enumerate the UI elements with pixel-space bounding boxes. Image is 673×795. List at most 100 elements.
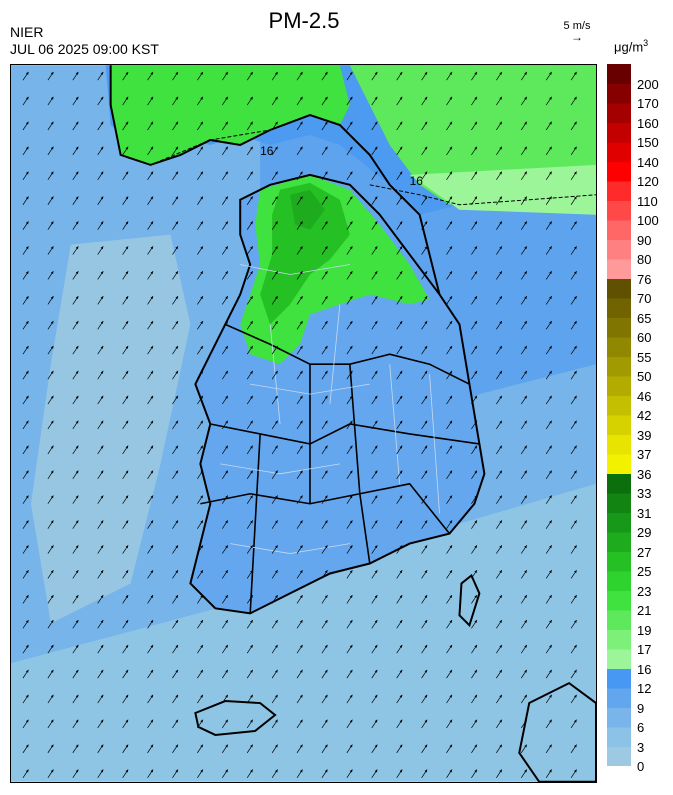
- wind-arrowhead-icon: [374, 769, 378, 773]
- wind-arrowhead-icon: [474, 271, 477, 275]
- wind-arrowhead-icon: [324, 345, 328, 349]
- wind-arrowhead-icon: [25, 196, 29, 200]
- wind-arrowhead-icon: [175, 345, 178, 349]
- wind-arrowhead-icon: [399, 644, 403, 648]
- wind-arrowhead-icon: [25, 420, 29, 424]
- wind-arrowhead-icon: [125, 71, 129, 75]
- wind-arrowhead-icon: [474, 395, 477, 399]
- wind-arrowhead-icon: [275, 146, 278, 150]
- wind-arrowhead-icon: [225, 196, 228, 200]
- wind-arrowhead-icon: [225, 171, 228, 175]
- wind-arrowhead-icon: [449, 246, 453, 250]
- legend-label: 29: [637, 525, 652, 540]
- legend-swatch: [607, 298, 631, 318]
- wind-arrowhead-icon: [200, 769, 203, 773]
- wind-arrowhead-icon: [225, 221, 228, 225]
- wind-arrowhead-icon: [100, 71, 104, 75]
- wind-arrowhead-icon: [100, 96, 104, 100]
- wind-arrowhead-icon: [150, 171, 154, 175]
- wind-arrowhead-icon: [324, 669, 328, 673]
- wind-arrowhead-icon: [150, 470, 154, 474]
- wind-arrowhead-icon: [250, 420, 253, 424]
- legend-swatch: [607, 278, 631, 299]
- legend-label: 90: [637, 232, 652, 248]
- wind-arrowhead-icon: [474, 644, 477, 648]
- wind-arrowhead-icon: [225, 769, 228, 773]
- wind-arrowhead-icon: [299, 171, 303, 175]
- wind-arrowhead-icon: [299, 669, 303, 673]
- wind-arrowhead-icon: [399, 71, 403, 75]
- wind-arrowhead-icon: [25, 495, 29, 499]
- wind-arrowhead-icon: [574, 495, 577, 499]
- wind-arrowhead-icon: [125, 520, 129, 524]
- legend-label: 31: [637, 505, 652, 521]
- legend-label: 46: [637, 388, 652, 404]
- wind-arrowhead-icon: [175, 271, 178, 275]
- wind-arrowhead-icon: [75, 744, 79, 748]
- wind-arrowhead-icon: [75, 620, 79, 623]
- legend-label: 65: [637, 310, 652, 326]
- wind-arrowhead-icon: [399, 271, 403, 275]
- wind-arrowhead-icon: [349, 545, 353, 549]
- wind-arrowhead-icon: [200, 669, 203, 673]
- wind-arrowhead-icon: [175, 495, 178, 499]
- wind-arrowhead-icon: [299, 71, 303, 75]
- wind-arrowhead-icon: [175, 520, 178, 524]
- legend-label: 120: [637, 174, 659, 189]
- legend-label: 80: [637, 252, 652, 267]
- wind-arrowhead-icon: [349, 121, 353, 125]
- wind-arrowhead-icon: [449, 694, 453, 698]
- wind-arrowhead-icon: [100, 644, 104, 648]
- wind-arrowhead-icon: [25, 769, 29, 773]
- wind-arrowhead-icon: [100, 470, 104, 474]
- wind-arrowhead-icon: [499, 420, 502, 424]
- wind-arrowhead-icon: [75, 221, 79, 225]
- wind-arrowhead-icon: [175, 146, 178, 150]
- wind-arrowhead-icon: [324, 595, 328, 599]
- wind-arrowhead-icon: [324, 96, 328, 100]
- legend-swatch: [607, 590, 631, 611]
- wind-arrowhead-icon: [100, 171, 104, 175]
- wind-arrowhead-icon: [299, 196, 303, 200]
- wind-arrowhead-icon: [25, 595, 29, 599]
- wind-arrowhead-icon: [250, 744, 253, 748]
- wind-arrowhead-icon: [499, 520, 502, 524]
- wind-arrowhead-icon: [349, 669, 353, 673]
- wind-arrowhead-icon: [150, 669, 154, 673]
- wind-arrowhead-icon: [549, 520, 552, 524]
- wind-arrowhead-icon: [449, 445, 453, 449]
- wind-arrowhead-icon: [150, 296, 154, 300]
- wind-arrowhead-icon: [374, 296, 378, 300]
- wind-arrowhead-icon: [299, 495, 303, 499]
- legend-swatch: [607, 668, 631, 689]
- wind-arrowhead-icon: [549, 121, 552, 125]
- wind-arrowhead-icon: [549, 744, 552, 748]
- wind-arrowhead-icon: [200, 545, 203, 549]
- wind-arrowhead-icon: [324, 395, 328, 399]
- wind-arrowhead-icon: [524, 321, 527, 325]
- wind-arrowhead-icon: [75, 719, 79, 723]
- wind-arrowhead-icon: [524, 196, 527, 200]
- org-name: NIER: [10, 24, 44, 40]
- wind-arrowhead-icon: [150, 221, 154, 225]
- wind-arrowhead-icon: [324, 694, 328, 698]
- wind-arrowhead-icon: [474, 694, 477, 698]
- wind-arrowhead-icon: [25, 570, 29, 574]
- wind-arrowhead-icon: [250, 71, 253, 75]
- wind-arrowhead-icon: [549, 420, 552, 424]
- wind-arrowhead-icon: [75, 146, 79, 150]
- wind-arrowhead-icon: [424, 620, 428, 623]
- wind-arrowhead-icon: [275, 719, 278, 723]
- legend-label: 23: [637, 583, 652, 599]
- wind-arrowhead-icon: [524, 744, 527, 748]
- wind-arrowhead-icon: [150, 71, 154, 75]
- wind-arrowhead-icon: [574, 445, 577, 449]
- wind-arrowhead-icon: [25, 620, 29, 623]
- wind-arrowhead-icon: [374, 570, 378, 574]
- wind-arrowhead-icon: [449, 221, 453, 225]
- wind-arrowhead-icon: [175, 370, 178, 374]
- wind-arrowhead-icon: [299, 620, 303, 623]
- map-title: PM-2.5: [268, 8, 340, 33]
- wind-arrowhead-icon: [275, 96, 278, 100]
- wind-arrowhead-icon: [275, 744, 278, 748]
